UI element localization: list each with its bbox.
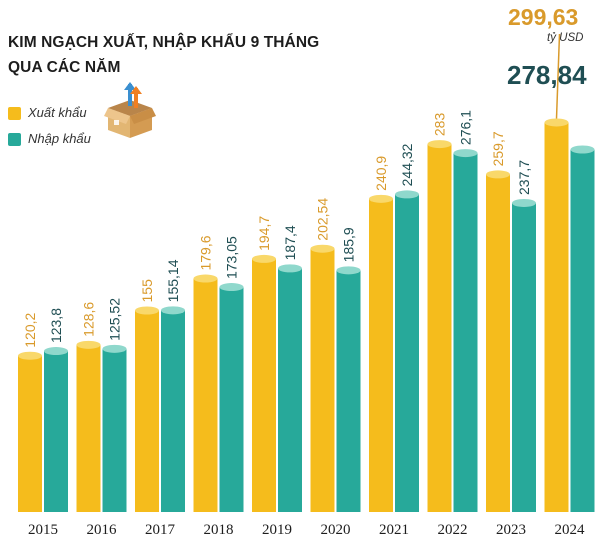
year-label-2021: 2021 bbox=[379, 522, 409, 538]
bar-cap-import-2024 bbox=[570, 145, 595, 154]
bar-cap-export-2020 bbox=[310, 244, 335, 253]
value-label-import-2017: 155,14 bbox=[165, 259, 181, 302]
bar-cap-import-2022 bbox=[453, 149, 478, 158]
year-label-2019: 2019 bbox=[262, 522, 292, 538]
bar-export-2023 bbox=[486, 174, 510, 512]
bar-import-2015 bbox=[44, 351, 68, 512]
bar-cap-import-2015 bbox=[44, 347, 68, 356]
value-label-import-2019: 187,4 bbox=[282, 225, 298, 260]
bar-cap-export-2021 bbox=[369, 194, 393, 203]
value-label-export-2015: 120,2 bbox=[22, 312, 38, 347]
bars-group bbox=[18, 33, 595, 513]
year-label-2015: 2015 bbox=[28, 522, 58, 538]
legend-swatch-import bbox=[8, 133, 21, 146]
bar-import-2019 bbox=[278, 268, 302, 512]
highlight-unit: tỷ USD bbox=[547, 32, 584, 44]
year-label-2020: 2020 bbox=[321, 522, 351, 538]
bar-export-2016 bbox=[76, 344, 101, 512]
bar-export-2022 bbox=[427, 144, 452, 512]
legend-label-export: Xuất khẩu bbox=[28, 105, 87, 120]
chart-title-line-1: KIM NGẠCH XUẤT, NHẬP KHẨU 9 THÁNG bbox=[8, 34, 320, 51]
value-label-import-2020: 185,9 bbox=[341, 227, 357, 262]
bar-cap-import-2019 bbox=[278, 264, 302, 273]
year-label-2022: 2022 bbox=[438, 522, 468, 538]
bar-import-2018 bbox=[219, 287, 244, 512]
bar-export-2015 bbox=[18, 355, 42, 512]
bar-export-2017 bbox=[135, 310, 159, 512]
bar-cap-import-2017 bbox=[161, 306, 185, 315]
bar-import-2021 bbox=[395, 194, 419, 512]
bar-cap-export-2023 bbox=[486, 170, 510, 179]
value-label-export-2022: 283 bbox=[432, 113, 448, 137]
chart-title: KIM NGẠCH XUẤT, NHẬP KHẨU 9 THÁNG QUA CÁ… bbox=[8, 30, 319, 80]
bar-cap-export-2024 bbox=[544, 118, 569, 127]
bar-export-2019 bbox=[252, 258, 276, 512]
bar-export-2021 bbox=[369, 198, 393, 512]
bar-import-2017 bbox=[161, 310, 185, 512]
package-box-icon bbox=[104, 82, 156, 138]
highlight-export-value: 299,63 bbox=[508, 4, 579, 30]
value-label-import-2018: 173,05 bbox=[224, 236, 240, 279]
value-label-import-2022: 276,1 bbox=[458, 110, 474, 145]
bar-export-2024 bbox=[544, 122, 569, 512]
bar-export-2018 bbox=[193, 278, 218, 512]
bar-cap-import-2021 bbox=[395, 190, 419, 199]
value-labels-group: 120,2 123,8 128,6 125,52 155 155,14 179,6 173,0… bbox=[22, 110, 532, 348]
bar-cap-import-2020 bbox=[336, 266, 361, 275]
legend-swatch-export bbox=[8, 107, 21, 120]
chart-title-line-2: QUA CÁC NĂM bbox=[8, 59, 121, 76]
year-label-2016: 2016 bbox=[87, 522, 118, 538]
value-label-import-2015: 123,8 bbox=[48, 308, 64, 343]
value-label-export-2020: 202,54 bbox=[315, 198, 331, 241]
bar-import-2016 bbox=[102, 348, 127, 512]
year-label-2024: 2024 bbox=[555, 522, 586, 538]
year-label-2018: 2018 bbox=[204, 522, 234, 538]
bar-cap-import-2023 bbox=[512, 198, 536, 207]
value-label-export-2023: 259,7 bbox=[490, 131, 506, 166]
bar-cap-export-2015 bbox=[18, 351, 42, 360]
value-label-import-2021: 244,32 bbox=[399, 143, 415, 186]
year-labels-group: 2015 2016 2017 2018 2019 2020 2021 2022 2023 2024 bbox=[28, 522, 585, 538]
value-label-export-2016: 128,6 bbox=[81, 302, 97, 337]
value-label-export-2017: 155 bbox=[139, 279, 155, 303]
bar-cap-import-2016 bbox=[102, 344, 127, 353]
value-label-export-2021: 240,9 bbox=[373, 156, 389, 191]
value-label-export-2019: 194,7 bbox=[256, 216, 272, 251]
bar-export-2020 bbox=[310, 248, 335, 512]
highlight-leader-line bbox=[555, 33, 561, 119]
highlight-import-value: 278,84 bbox=[507, 60, 587, 90]
year-label-2017: 2017 bbox=[145, 522, 176, 538]
bar-import-2022 bbox=[453, 153, 478, 512]
bar-cap-export-2018 bbox=[193, 274, 218, 283]
bar-cap-export-2019 bbox=[252, 254, 276, 263]
value-label-import-2016: 125,52 bbox=[107, 298, 123, 341]
bar-cap-export-2016 bbox=[76, 340, 101, 349]
bar-cap-export-2017 bbox=[135, 306, 159, 315]
bar-import-2024 bbox=[570, 149, 595, 512]
bar-import-2023 bbox=[512, 202, 536, 513]
value-label-export-2018: 179,6 bbox=[198, 235, 214, 270]
value-label-import-2023: 237,7 bbox=[516, 160, 532, 195]
bar-cap-import-2018 bbox=[219, 283, 244, 292]
bar-import-2020 bbox=[336, 270, 361, 512]
bar-cap-export-2022 bbox=[427, 140, 452, 149]
year-label-2023: 2023 bbox=[496, 522, 526, 538]
legend-label-import: Nhập khẩu bbox=[28, 131, 91, 146]
